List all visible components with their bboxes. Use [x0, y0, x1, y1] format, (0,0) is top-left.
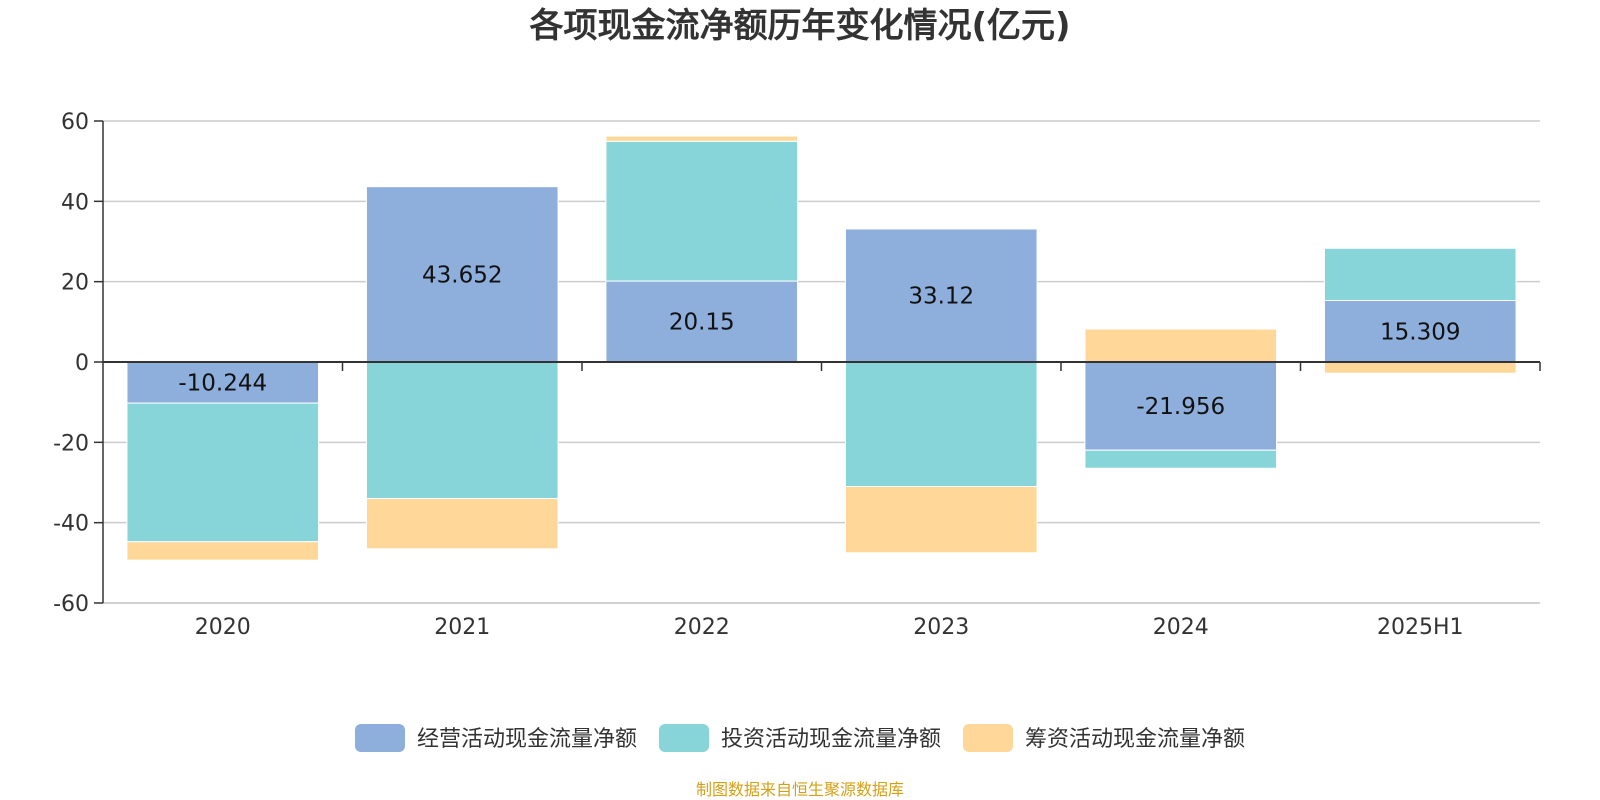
- data-label: 20.15: [669, 310, 735, 336]
- x-tick-label: 2020: [195, 615, 251, 640]
- bar-segment-1: [365, 186, 559, 363]
- bar-segment-1: [1323, 300, 1517, 363]
- legend-swatch-3: [963, 724, 1013, 752]
- y-tick-label: 0: [75, 351, 89, 376]
- bar-segment-1: [1084, 361, 1278, 451]
- bar-segment-2: [844, 361, 1038, 488]
- x-tick-label: 2023: [913, 615, 969, 640]
- bar-segment-3: [1084, 328, 1278, 363]
- data-label: 33.12: [908, 283, 974, 309]
- y-tick-label: 20: [61, 271, 89, 296]
- y-tick-label: 60: [61, 110, 89, 135]
- legend: 经营活动现金流量净额 投资活动现金流量净额 筹资活动现金流量净额: [355, 724, 1245, 752]
- bar-segment-1: [844, 228, 1038, 363]
- legend-label: 投资活动现金流量净额: [721, 727, 941, 752]
- bar-segment-2: [1323, 247, 1517, 302]
- bar-segment-2: [126, 402, 320, 543]
- y-tick-label: -40: [53, 512, 89, 537]
- legend-swatch-1: [355, 724, 405, 752]
- bar-segment-3: [844, 486, 1038, 554]
- x-tick-label: 2024: [1153, 615, 1209, 640]
- chart-title: 各项现金流净额历年变化情况(亿元): [529, 6, 1070, 46]
- bar-segment-2: [605, 140, 799, 282]
- grid: [103, 120, 1540, 604]
- data-label: -10.244: [178, 371, 267, 397]
- legend-swatch-2: [659, 724, 709, 752]
- data-label: -21.956: [1136, 394, 1225, 420]
- y-tick-label: -20: [53, 431, 89, 456]
- y-tick-label: 40: [61, 190, 89, 215]
- x-tick-label: 2022: [674, 615, 730, 640]
- bar-segment-3: [605, 135, 799, 142]
- bar-segment-2: [1084, 449, 1278, 469]
- data-labels: -10.244 43.652 20.15 33.12 -21.956 15.309: [178, 262, 1460, 420]
- bar-segment-3: [365, 498, 559, 550]
- data-label: 43.652: [422, 262, 502, 288]
- bar-segment-3: [1323, 361, 1517, 374]
- bar-segment-3: [126, 541, 320, 561]
- y-tick-label: -60: [53, 592, 89, 617]
- legend-label: 筹资活动现金流量净额: [1025, 727, 1245, 752]
- axes: 60 40 20 0 -20 -40 -60 2020 2021 2022 2023 2024 2025…: [53, 110, 1541, 640]
- bar-segment-1: [605, 280, 799, 363]
- x-tick-label: 2021: [434, 615, 490, 640]
- bar-segment-2: [365, 361, 559, 500]
- legend-label: 经营活动现金流量净额: [417, 727, 637, 752]
- data-label: 15.309: [1380, 319, 1460, 345]
- bars: [126, 135, 1517, 561]
- source-note: 制图数据来自恒生聚源数据库: [696, 780, 904, 799]
- x-tick-label: 2025H1: [1377, 615, 1464, 640]
